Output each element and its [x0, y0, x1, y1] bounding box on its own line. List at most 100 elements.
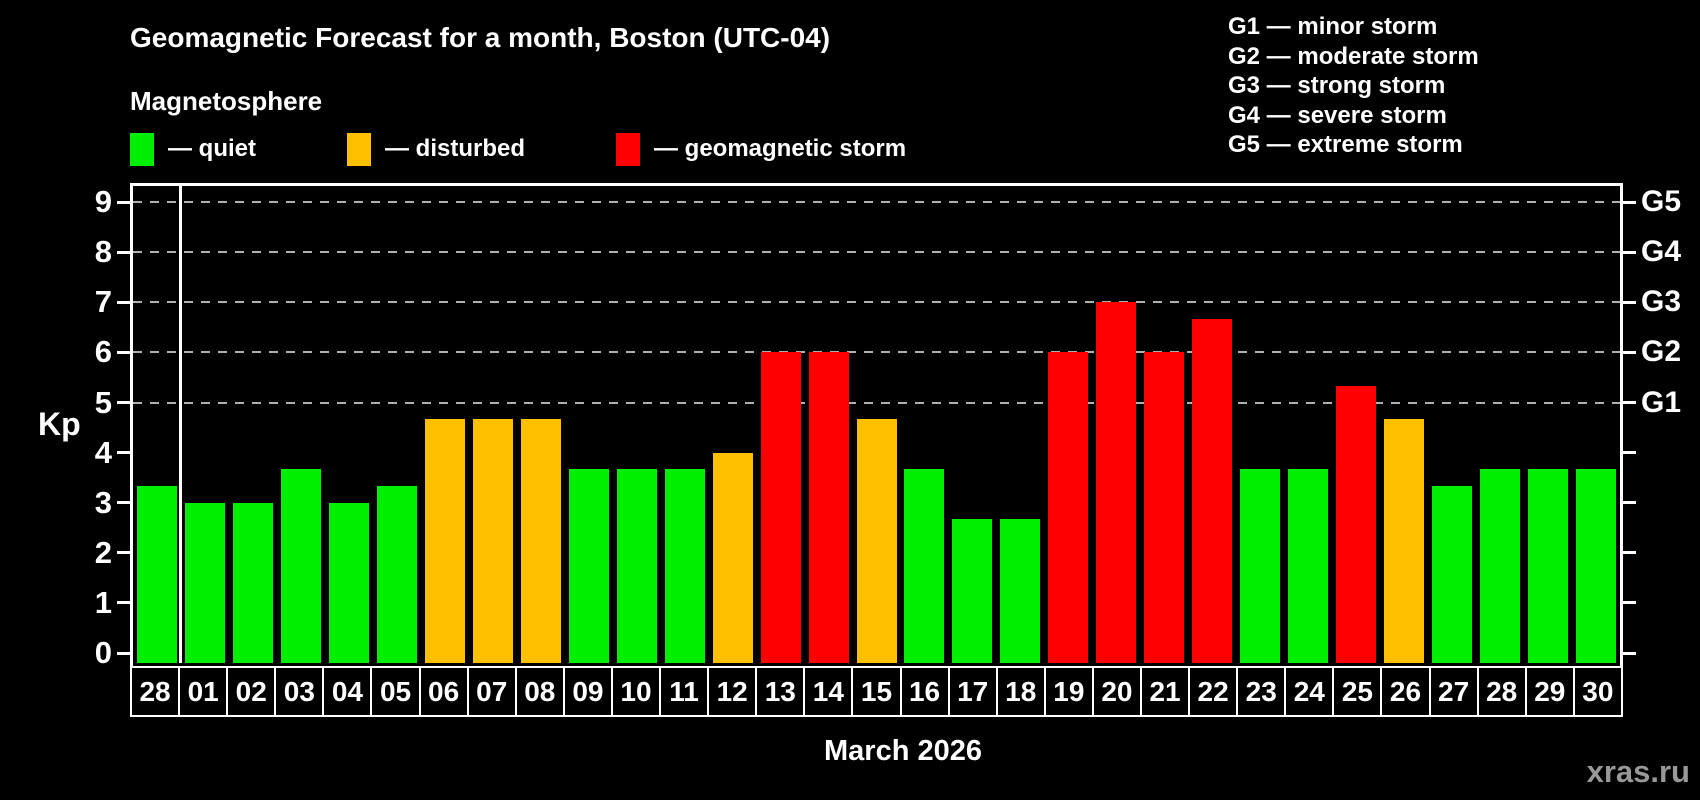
bar-day-02 — [232, 502, 273, 663]
day-label-cell-28-28: 28 — [1479, 668, 1527, 715]
month-separator-line — [179, 186, 183, 663]
g5-legend-line: G5 — extreme storm — [1228, 131, 1463, 158]
right-axis-tick-1 — [1623, 601, 1636, 605]
bar-day-18 — [1000, 519, 1041, 663]
gridline-kp-5 — [133, 401, 1620, 404]
plot-area — [130, 183, 1623, 666]
legend-label-disturbed: — disturbed — [385, 135, 526, 162]
day-label-cell-1-01: 01 — [180, 668, 229, 715]
right-axis-label-g4: G4 — [1641, 235, 1682, 269]
day-label-cell-12-12: 12 — [709, 668, 758, 715]
bar-day-20 — [1096, 302, 1137, 663]
day-label-cell-18-18: 18 — [998, 668, 1046, 715]
bar-day-28 — [1480, 469, 1521, 663]
bar-day-06 — [424, 419, 465, 663]
disturbed-color-swatch — [347, 132, 371, 166]
left-axis-tick-1 — [117, 601, 130, 605]
right-axis-tick-9 — [1623, 200, 1636, 204]
day-label-cell-24-24: 24 — [1286, 668, 1335, 715]
right-axis-label-g1: G1 — [1641, 385, 1682, 419]
y-axis-label-1: 1 — [94, 584, 112, 620]
right-axis-tick-0 — [1623, 651, 1636, 655]
bar-day-11 — [664, 469, 705, 663]
xras-watermark: xras.ru — [1586, 754, 1690, 789]
day-label-cell-25-25: 25 — [1334, 668, 1383, 715]
legend-label-storm: — geomagnetic storm — [654, 135, 907, 162]
bar-day-03 — [280, 469, 321, 663]
day-label-cell-5-05: 05 — [372, 668, 421, 715]
right-axis-tick-5 — [1623, 401, 1636, 404]
day-label-cell-22-22: 22 — [1190, 668, 1239, 715]
day-label-cell-13-13: 13 — [757, 668, 806, 715]
bar-day-23 — [1240, 469, 1281, 663]
left-axis-tick-6 — [117, 350, 130, 354]
day-label-cell-17-17: 17 — [950, 668, 998, 715]
y-axis-label-2: 2 — [94, 534, 112, 570]
bar-day-25 — [1336, 385, 1377, 663]
left-axis-tick-0 — [117, 651, 130, 655]
storm-color-swatch — [616, 132, 640, 166]
day-label-cell-23-23: 23 — [1238, 668, 1287, 715]
g-scale-legend: G1 — minor storm G2 — moderate storm G3 … — [1228, 12, 1479, 160]
magnetosphere-subtitle: Magnetosphere — [130, 86, 323, 116]
left-axis-tick-3 — [117, 501, 130, 505]
day-label-cell-19-19: 19 — [1046, 668, 1094, 715]
bar-day-30 — [1576, 469, 1617, 663]
day-label-cell-30-30: 30 — [1582, 675, 1614, 707]
legend-item-quiet: — quiet — [130, 132, 256, 166]
right-axis-tick-8 — [1623, 250, 1636, 254]
bar-day-19 — [1048, 352, 1089, 663]
day-label-cell-3-03: 03 — [276, 668, 325, 715]
bar-day-22 — [1192, 318, 1233, 663]
bar-day-16 — [904, 469, 945, 663]
bar-day-24 — [1288, 469, 1329, 663]
bar-day-13 — [760, 352, 801, 663]
g4-legend-line: G4 — severe storm — [1228, 101, 1447, 129]
legend-item-disturbed: — disturbed — [347, 132, 525, 166]
gridline-kp-7 — [133, 301, 1620, 304]
legend-item-storm: — geomagnetic storm — [616, 132, 906, 166]
right-axis-tick-7 — [1623, 300, 1636, 304]
day-label-cell-29-29: 29 — [1527, 668, 1575, 715]
day-label-cell-8-08: 08 — [517, 668, 565, 715]
plot-inner — [133, 186, 1620, 663]
day-label-row: 28 01 02 03 04 05 06 07 08 09 10 11 12 13 14 15 16 17 18 19… — [130, 666, 1623, 717]
right-axis-tick-4 — [1623, 451, 1636, 455]
y-axis-label-6: 6 — [94, 334, 112, 370]
bar-day-01 — [184, 502, 225, 663]
bar-day-12 — [712, 452, 753, 663]
day-label-cell-2-02: 02 — [228, 668, 277, 715]
bar-day-28 — [136, 486, 177, 663]
bar-day-21 — [1144, 352, 1185, 663]
bar-day-14 — [808, 352, 849, 663]
day-label-cell-4-04: 04 — [324, 668, 373, 715]
day-label-cell-26-26: 26 — [1382, 668, 1431, 715]
right-axis-tick-6 — [1623, 350, 1636, 354]
right-axis-label-g3: G3 — [1641, 285, 1682, 319]
gridline-kp-9 — [133, 201, 1620, 204]
left-axis-tick-2 — [117, 551, 130, 555]
day-label-cell-27-27: 27 — [1431, 668, 1479, 715]
bar-day-05 — [376, 486, 417, 663]
g3-legend-line: G3 — strong storm — [1228, 72, 1446, 99]
day-label-cell-7-07: 07 — [469, 668, 517, 715]
g2-legend-line: G2 — moderate storm — [1228, 42, 1479, 70]
y-axis-label-7: 7 — [94, 284, 112, 320]
day-label-cell-21-21: 21 — [1142, 668, 1191, 715]
left-axis-tick-9 — [117, 200, 130, 204]
day-label-cell-6-06: 06 — [421, 668, 469, 715]
left-axis-tick-5 — [117, 401, 130, 404]
y-axis-label-3: 3 — [94, 484, 112, 520]
gridline-kp-6 — [133, 351, 1620, 354]
day-label-cell-9-09: 09 — [565, 668, 613, 715]
left-axis-tick-7 — [117, 300, 130, 304]
day-label-cell-0-28: 28 — [132, 668, 181, 715]
bar-day-04 — [328, 502, 369, 663]
month-label: March 2026 — [824, 735, 982, 767]
quiet-color-swatch — [130, 132, 154, 166]
page-title: Geomagnetic Forecast for a month, Boston… — [130, 22, 831, 53]
y-axis-label-5: 5 — [94, 384, 112, 420]
right-axis-tick-2 — [1623, 551, 1636, 555]
day-label-cell-10-10: 10 — [613, 668, 662, 715]
